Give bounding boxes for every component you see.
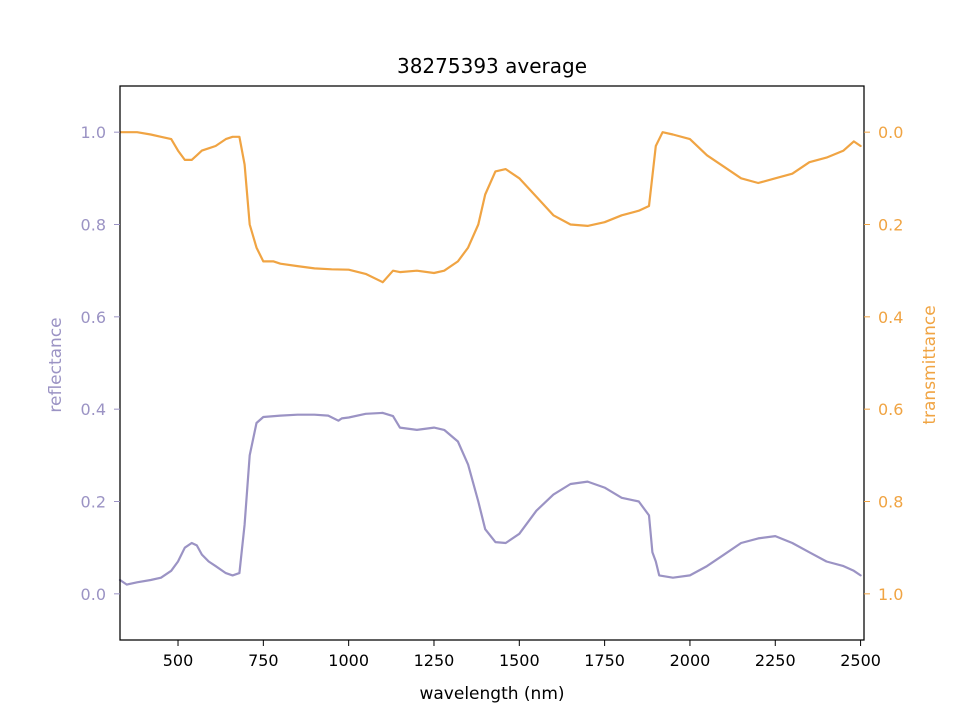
x-tick-label: 2250 — [755, 651, 796, 670]
x-tick-label: 2500 — [840, 651, 881, 670]
plot-frame — [119, 85, 865, 641]
transmittance-series-line — [118, 131, 862, 284]
right-y-tick-label: 0.4 — [878, 308, 903, 327]
left-y-tick-label: 1.0 — [81, 123, 106, 142]
left-y-axis-label: reflectance — [46, 317, 66, 412]
right-y-tick-label: 1.0 — [878, 585, 903, 604]
right-y-axis-label: transmittance — [920, 305, 940, 424]
x-tick-label: 2000 — [670, 651, 711, 670]
right-y-tick-label: 0.6 — [878, 400, 903, 419]
left-y-tick-label: 0.6 — [81, 308, 106, 327]
series-layer — [118, 131, 862, 586]
right-y-axis: 0.0 0.2 0.4 0.6 0.8 1.0 — [864, 123, 903, 604]
left-y-axis: 0.0 0.2 0.4 0.6 0.8 1.0 — [81, 123, 120, 604]
right-y-tick-label: 0.0 — [878, 123, 903, 142]
x-tick-label: 1500 — [499, 651, 540, 670]
x-tick-label: 1750 — [584, 651, 625, 670]
chart-title: 38275393 average — [397, 54, 587, 78]
x-axis-label: wavelength (nm) — [419, 684, 564, 704]
right-y-tick-label: 0.8 — [878, 493, 903, 512]
x-tick-label: 1250 — [414, 651, 455, 670]
left-y-tick-label: 0.4 — [81, 400, 106, 419]
x-tick-label: 750 — [248, 651, 279, 670]
right-y-tick-label: 0.2 — [878, 216, 903, 235]
reflectance-series-line — [118, 411, 862, 586]
x-tick-label: 1000 — [328, 651, 369, 670]
x-axis: 500 750 1000 1250 1500 1750 2000 2250 2500 — [163, 640, 881, 670]
left-y-tick-label: 0.8 — [81, 216, 106, 235]
left-y-tick-label: 0.0 — [81, 585, 106, 604]
x-tick-label: 500 — [163, 651, 194, 670]
left-y-tick-label: 0.2 — [81, 493, 106, 512]
